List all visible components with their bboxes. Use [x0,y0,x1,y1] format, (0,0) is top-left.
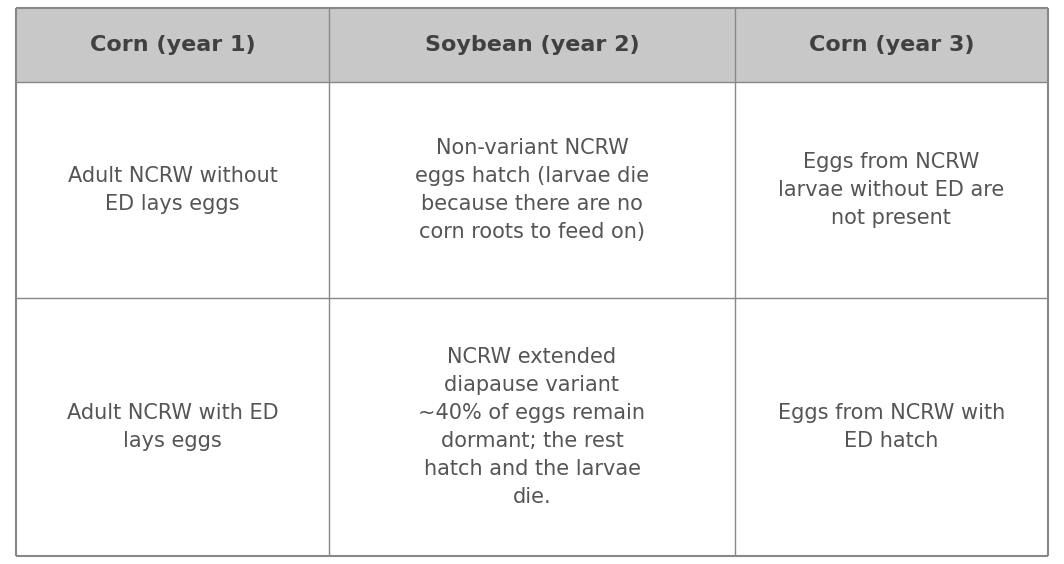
Text: NCRW extended
diapause variant
~40% of eggs remain
dormant; the rest
hatch and t: NCRW extended diapause variant ~40% of e… [418,347,646,507]
Text: Corn (year 1): Corn (year 1) [89,36,255,55]
Text: Corn (year 3): Corn (year 3) [809,36,974,55]
Bar [734,82,1048,298]
Bar [734,8,1048,82]
Bar [330,82,734,298]
Text: Adult NCRW with ED
lays eggs: Adult NCRW with ED lays eggs [67,403,279,451]
Text: Adult NCRW without
ED lays eggs: Adult NCRW without ED lays eggs [68,166,278,214]
Text: Eggs from NCRW with
ED hatch: Eggs from NCRW with ED hatch [778,403,1005,451]
Text: Soybean (year 2): Soybean (year 2) [425,36,639,55]
Text: Eggs from NCRW
larvae without ED are
not present: Eggs from NCRW larvae without ED are not… [778,152,1004,228]
Bar [330,8,734,82]
Bar [16,298,330,556]
Bar [16,8,330,82]
Bar [330,298,734,556]
Text: Non-variant NCRW
eggs hatch (larvae die
because there are no
corn roots to feed : Non-variant NCRW eggs hatch (larvae die … [415,138,649,243]
Bar [16,82,330,298]
Bar [734,298,1048,556]
